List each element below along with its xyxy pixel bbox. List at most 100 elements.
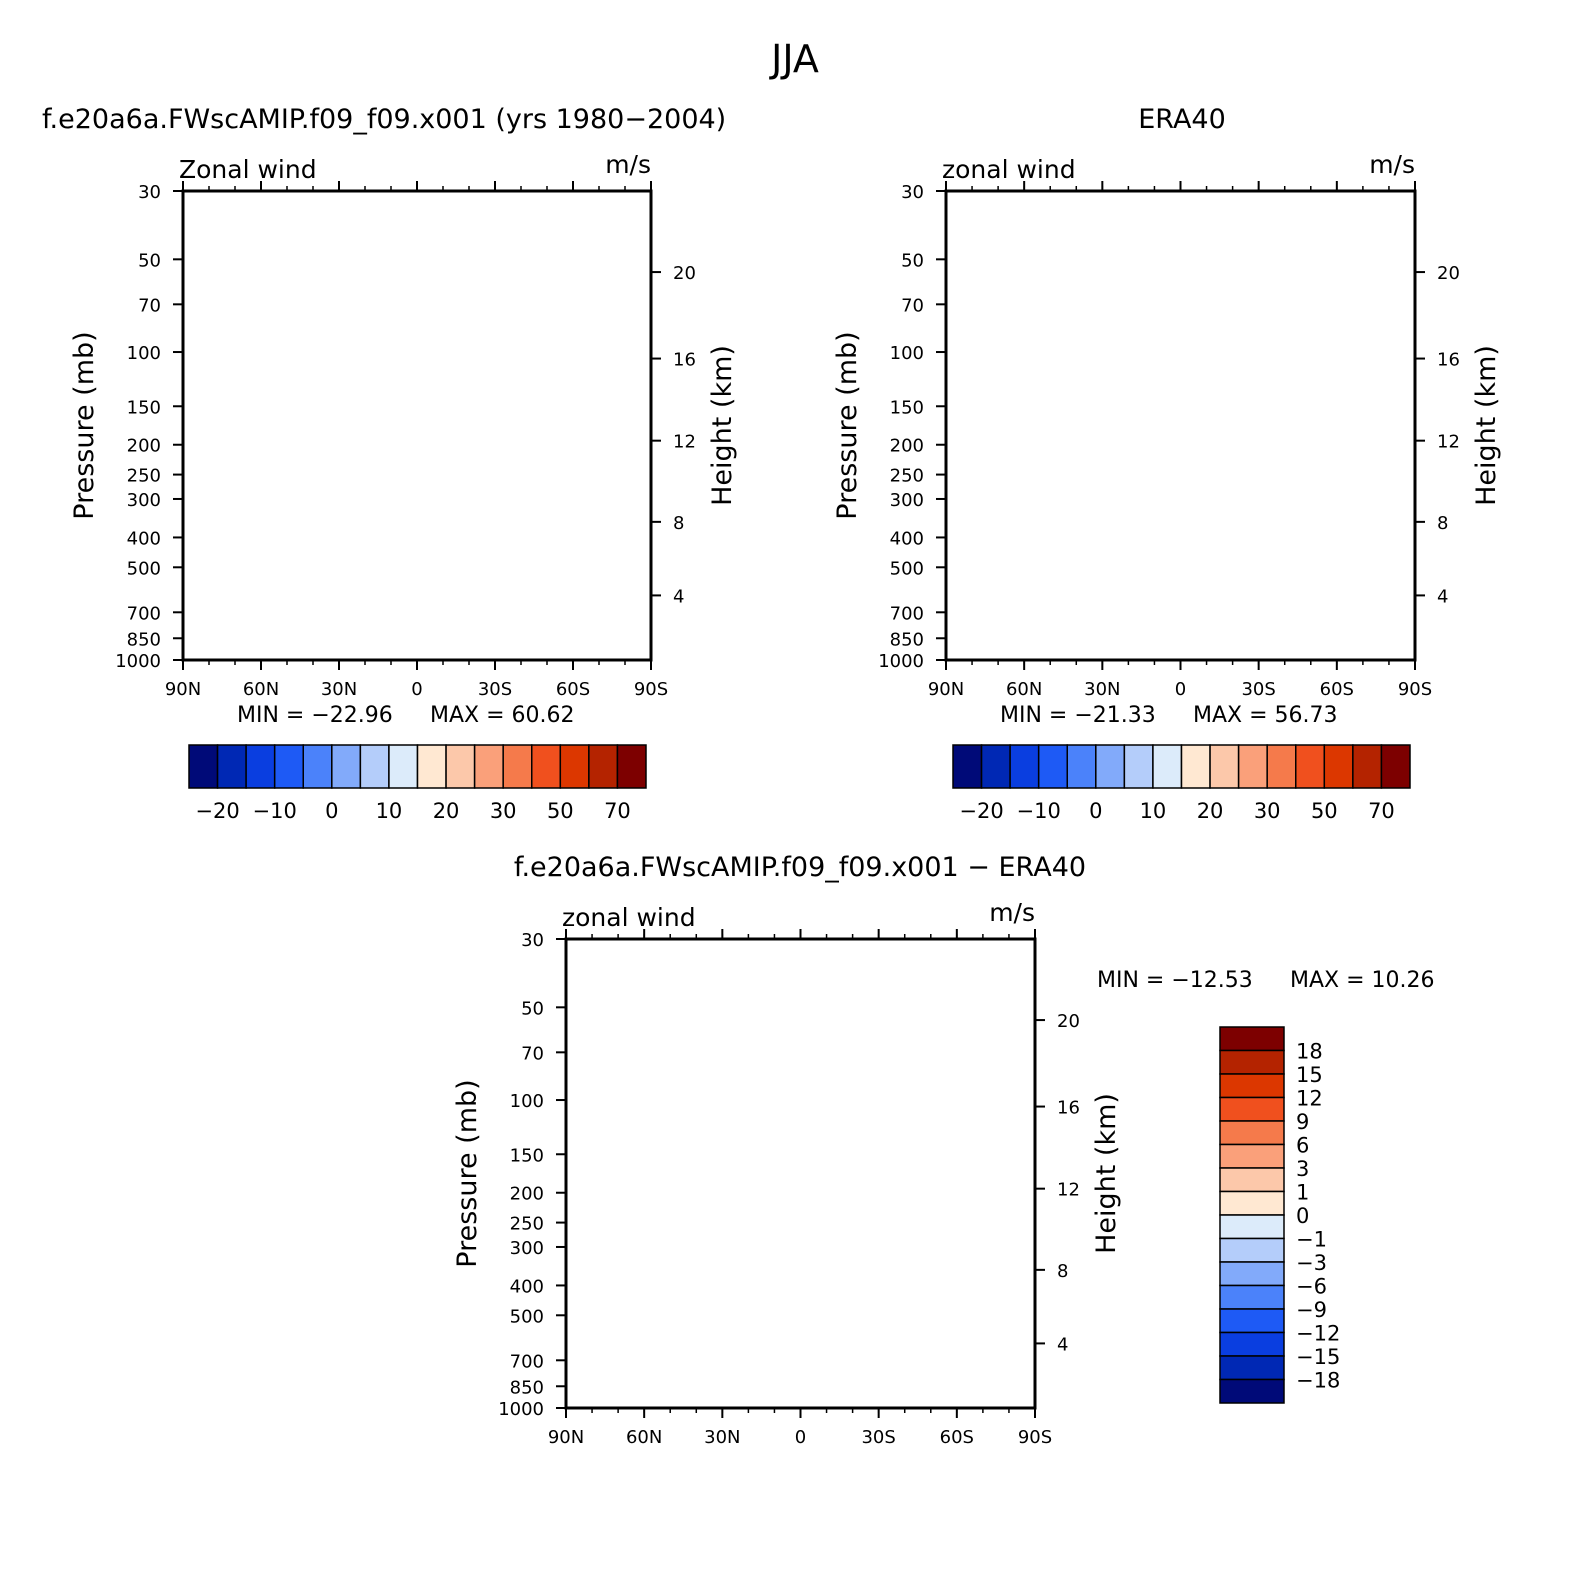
colorbar-swatch <box>1066 744 1097 789</box>
colorbar-label: 20 <box>433 799 460 823</box>
x-tick-label: 0 <box>795 1427 806 1448</box>
colorbar-label: −10 <box>1017 799 1061 823</box>
colorbar-swatch <box>1266 744 1297 789</box>
y-tick-label: 500 <box>890 558 924 579</box>
y-tick-label: 30 <box>138 182 161 203</box>
max-label: MAX = 56.73 <box>1193 703 1338 728</box>
x-tick-label: 0 <box>1175 679 1186 700</box>
y-tick-label: 850 <box>127 629 161 650</box>
y-tick-label: 250 <box>890 466 924 487</box>
x-tick-label: 90S <box>634 679 668 700</box>
field-label: Zonal wind <box>179 155 317 184</box>
colorbar-swatch <box>980 744 1011 789</box>
contour-band <box>1307 191 1345 238</box>
colorbar-swatch <box>1095 744 1126 789</box>
y-tick-label: 150 <box>890 397 924 418</box>
contour-band <box>969 322 1110 623</box>
contour-band <box>791 939 814 958</box>
colorbar-swatch <box>1209 744 1240 789</box>
contour-band <box>342 191 398 379</box>
contour-band <box>707 939 895 1207</box>
colorbar-label: 20 <box>1197 799 1224 823</box>
colorbar-label: −12 <box>1296 1322 1340 1346</box>
x-tick-label: 60S <box>556 679 590 700</box>
contour-band <box>927 939 969 1108</box>
colorbar: −20 −10 0 10 20 30 50 70 <box>188 744 647 823</box>
y-tick-label: 300 <box>127 490 161 511</box>
x-tick-label: 30N <box>704 1427 740 1448</box>
y-tick-label: 70 <box>138 295 161 316</box>
colorbar-swatch <box>1219 1355 1285 1381</box>
contour-band <box>782 939 829 981</box>
contour-field <box>566 939 1035 1408</box>
colorbar-label: −6 <box>1296 1275 1327 1299</box>
colorbar-label: −9 <box>1296 1298 1327 1322</box>
contour-band <box>1105 191 1180 332</box>
colorbar-swatch <box>588 744 619 789</box>
colorbar-swatch <box>1219 1190 1285 1216</box>
y-right-tick-label: 20 <box>1437 263 1460 284</box>
x-tick-label: 60N <box>1006 679 1042 700</box>
colorbar-swatch <box>1009 744 1040 789</box>
colorbar-label: 30 <box>490 799 517 823</box>
units-label: m/s <box>605 150 651 179</box>
contour-band <box>494 191 642 641</box>
colorbar-label: 50 <box>547 799 574 823</box>
y-tick-label: 400 <box>510 1276 544 1297</box>
contour-band <box>1226 191 1410 637</box>
max-label: MAX = 10.26 <box>1290 968 1435 993</box>
x-tick-label: 30N <box>321 679 357 700</box>
contour-band <box>1059 421 1075 471</box>
colorbar-swatch <box>1219 1120 1285 1146</box>
y-tick-label: 500 <box>127 558 161 579</box>
x-tick-label: 90N <box>548 1427 584 1448</box>
y-tick-label: 500 <box>510 1306 544 1327</box>
contour-band <box>1288 191 1358 308</box>
panel-title: ERA40 <box>1138 104 1226 135</box>
x-tick-label: 0 <box>411 679 422 700</box>
y-tick-label: 250 <box>510 1214 544 1235</box>
x-tick-label: 30N <box>1084 679 1120 700</box>
y-tick-label: 70 <box>901 295 924 316</box>
colorbar-swatch <box>1219 1073 1285 1099</box>
colorbar-swatch <box>1237 744 1268 789</box>
contour-band <box>1087 191 1190 472</box>
y-axis-title: Pressure (mb) <box>69 331 100 519</box>
colorbar-swatch <box>388 744 419 789</box>
contour-band <box>489 191 632 613</box>
contour-band <box>183 191 651 660</box>
contour-band <box>485 191 647 651</box>
contour-band <box>300 191 440 660</box>
contour-band <box>568 1103 613 1408</box>
contour-band <box>1049 191 1218 660</box>
colorbar-swatch <box>1219 1261 1285 1287</box>
colorbar-label: 1 <box>1296 1181 1309 1205</box>
colorbar-label: −20 <box>959 799 1003 823</box>
colorbar-swatch <box>1219 1214 1285 1240</box>
y-tick-label: 100 <box>127 343 161 364</box>
y-tick-label: 850 <box>510 1377 544 1398</box>
contour-band <box>894 939 1006 1394</box>
y-tick-label: 1000 <box>878 651 924 672</box>
colorbar-swatch <box>616 744 647 789</box>
contour-band <box>777 939 838 995</box>
y-tick-label: 300 <box>890 490 924 511</box>
contour-band <box>548 191 585 266</box>
contour-band <box>252 308 340 625</box>
y-right-tick-label: 20 <box>1057 1011 1080 1032</box>
colorbar-swatch <box>473 744 504 789</box>
panel-title: f.e20a6a.FWscAMIP.f09_f09.x001 − ERA40 <box>514 852 1086 883</box>
contour-band <box>566 939 1035 1408</box>
x-tick-label: 90N <box>165 679 201 700</box>
plot-frame <box>564 937 1037 1410</box>
contour-band <box>1134 191 1153 210</box>
colorbar-swatch <box>445 744 476 789</box>
contour-band <box>534 191 604 350</box>
colorbar-swatch <box>1180 744 1211 789</box>
y-right-tick-label: 4 <box>1437 586 1448 607</box>
colorbar-label: 30 <box>1254 799 1281 823</box>
x-tick-label: 90S <box>1018 1427 1052 1448</box>
y-right-tick-label: 8 <box>1437 513 1448 534</box>
contour-band <box>183 284 323 636</box>
